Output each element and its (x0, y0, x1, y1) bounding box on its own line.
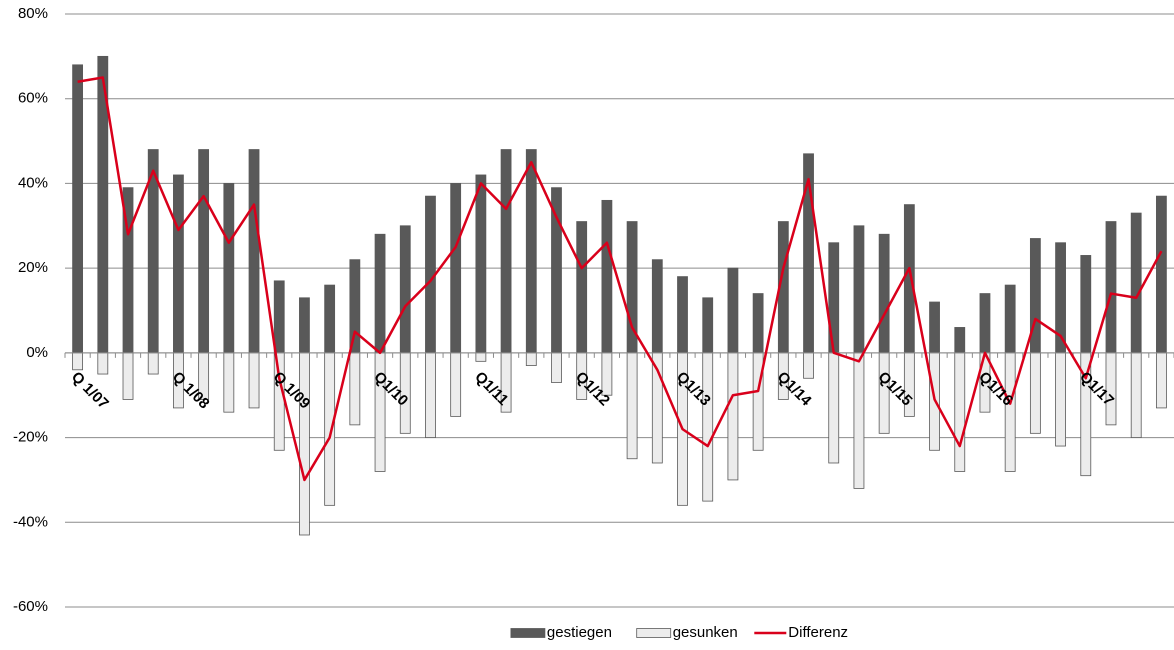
y-tick-label: 60% (18, 90, 48, 107)
bar (374, 233, 386, 354)
y-tick-label: 0% (26, 344, 48, 361)
bar (903, 204, 915, 354)
bar (349, 352, 361, 426)
bar (248, 352, 260, 409)
x-tick-label: Q 1/07 (68, 368, 112, 412)
bar (173, 174, 184, 354)
bar (702, 352, 714, 502)
bar (223, 183, 235, 354)
bar (349, 259, 361, 354)
bar (1130, 212, 1142, 354)
bar (1029, 352, 1041, 434)
legend-swatch (636, 628, 672, 638)
bar (324, 352, 336, 506)
bar (752, 352, 764, 451)
bar (72, 352, 84, 371)
bar (324, 284, 336, 354)
bar (273, 280, 285, 354)
bar (752, 293, 764, 354)
bar (122, 352, 134, 400)
bar (853, 225, 865, 354)
bar (475, 352, 487, 362)
bar (525, 149, 537, 354)
bar (1155, 195, 1167, 354)
bar (475, 174, 487, 354)
bar (223, 352, 235, 413)
bar (1105, 221, 1117, 354)
bar (954, 352, 966, 472)
bar (97, 352, 109, 375)
legend-label: gesunken (673, 624, 738, 641)
bar (677, 276, 688, 354)
bar (1055, 352, 1066, 447)
bar (1080, 255, 1092, 354)
legend-swatch (510, 628, 546, 638)
bar (878, 233, 890, 354)
bar (828, 352, 840, 464)
bar (803, 352, 814, 379)
bar (626, 352, 638, 460)
bar (525, 352, 537, 366)
bar (425, 352, 436, 438)
bar (273, 352, 285, 451)
bar (601, 199, 613, 354)
bar (727, 352, 739, 481)
bar (399, 225, 411, 354)
y-tick-label: -20% (13, 429, 48, 446)
bar (853, 352, 865, 489)
bar (450, 183, 462, 354)
bar (450, 352, 462, 417)
bar (198, 149, 210, 354)
bar (299, 297, 310, 354)
bar (1004, 284, 1016, 354)
y-tick-label: 80% (18, 5, 48, 22)
bar (1155, 352, 1167, 409)
y-tick-label: -40% (13, 513, 48, 530)
legend-label: Differenz (788, 624, 848, 641)
legend-label: gestiegen (547, 624, 612, 641)
bar (147, 352, 159, 375)
bar (702, 297, 714, 354)
bar (1130, 352, 1142, 438)
bar (1029, 238, 1041, 354)
bar (979, 293, 991, 354)
bar (929, 301, 940, 354)
bar (551, 352, 562, 383)
bar (1004, 352, 1016, 472)
y-tick-label: -60% (13, 598, 48, 615)
y-tick-label: 40% (18, 174, 48, 191)
legend: gestiegen gesunken Differenz (510, 624, 848, 641)
line (77, 76, 1163, 482)
bar (576, 221, 588, 354)
bar (727, 267, 739, 354)
bar (500, 149, 512, 354)
bar (299, 352, 310, 536)
y-tick-label: 20% (18, 259, 48, 276)
bar (248, 149, 260, 354)
bar (651, 259, 663, 354)
bar (72, 64, 84, 354)
bar (954, 327, 966, 354)
